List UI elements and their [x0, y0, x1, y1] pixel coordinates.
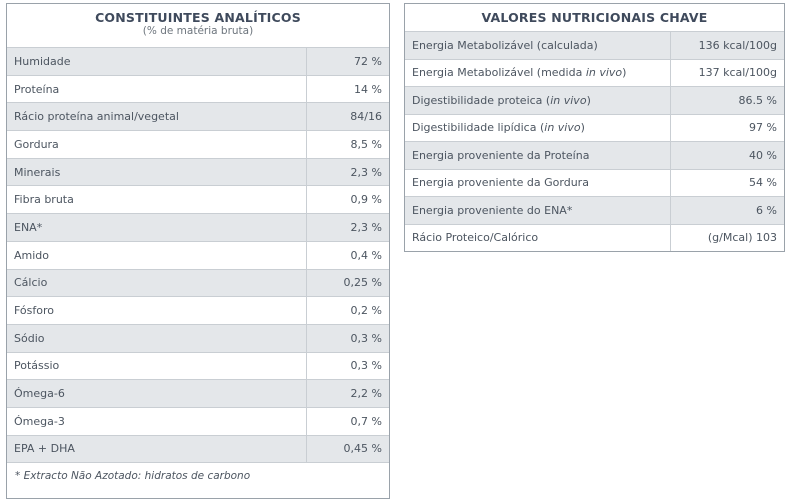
table-row: Potássio 0,3 %: [7, 351, 389, 380]
table-row: Ómega-6 2,2 %: [7, 379, 389, 408]
row-value: 8,5 %: [305, 130, 389, 159]
table-row: Rácio proteína animal/vegetal 84/16: [7, 102, 389, 131]
table-row: EPA + DHA 0,45 %: [7, 434, 389, 463]
table-row: Rácio Proteico/Calórico (g/Mcal) 103: [405, 223, 784, 251]
row-label: Energia proveniente da Proteína: [405, 141, 670, 169]
row-value: 40 %: [669, 141, 784, 169]
table-row: Proteína 14 %: [7, 74, 389, 103]
row-label: Digestibilidade proteica (in vivo): [405, 86, 670, 114]
key-nutritional-values-panel: VALORES NUTRICIONAIS CHAVE Energia Metab…: [404, 3, 785, 252]
key-nutritional-values-header: VALORES NUTRICIONAIS CHAVE: [405, 4, 784, 31]
row-value: 72 %: [305, 47, 389, 76]
table-row: Cálcio 0,25 %: [7, 268, 389, 297]
row-label: Sódio: [7, 323, 306, 353]
row-value: 136 kcal/100g: [669, 31, 784, 59]
table-row: Energia proveniente da Gordura 54 %: [405, 168, 784, 197]
label-italic: in vivo: [585, 66, 623, 80]
label-end: ): [580, 121, 585, 135]
row-value: 0,25 %: [305, 268, 389, 297]
row-label: Digestibilidade lipídica (in vivo): [405, 113, 670, 142]
table-row: Fibra bruta 0,9 %: [7, 185, 389, 214]
table-row: Energia proveniente do ENA* 6 %: [405, 196, 784, 224]
table-row: Energia proveniente da Proteína 40 %: [405, 141, 784, 169]
row-value: 14 %: [305, 74, 389, 103]
table-row: Energia Metabolizável (medida in vivo) 13…: [405, 58, 784, 87]
footnote: * Extracto Não Azotado: hidratos de carb…: [7, 462, 389, 500]
row-value: 97 %: [669, 113, 784, 142]
label-text: Energia proveniente da Proteína: [412, 148, 590, 162]
row-label: Cálcio: [7, 268, 306, 297]
row-value: 0,9 %: [305, 185, 389, 214]
row-label: Gordura: [7, 130, 306, 159]
label-text: Energia proveniente do ENA*: [412, 203, 573, 217]
table-row: Amido 0,4 %: [7, 240, 389, 269]
analytical-constituents-title: CONSTITUINTES ANALÍTICOS: [95, 10, 301, 25]
row-label: Energia Metabolizável (medida in vivo): [405, 58, 670, 87]
row-value: 2,2 %: [305, 379, 389, 408]
analytical-constituents-table: Humidade 72 % Proteína 14 % Rácio proteína…: [7, 47, 389, 463]
row-label: Fibra bruta: [7, 185, 306, 214]
row-value: 0,45 %: [305, 434, 389, 463]
label-italic: in vivo: [544, 121, 581, 135]
row-label: Proteína: [7, 74, 306, 103]
row-label: Fósforo: [7, 296, 306, 325]
label-text: Energia proveniente da Gordura: [412, 176, 589, 190]
table-row: Fósforo 0,2 %: [7, 296, 389, 325]
table-row: Energia Metabolizável (calculada) 136 kca…: [405, 31, 784, 59]
label-text: Energia Metabolizável (calculada): [412, 38, 598, 52]
row-label: Energia Metabolizável (calculada): [405, 31, 670, 59]
row-label: Potássio: [7, 351, 306, 380]
row-label: Minerais: [7, 157, 306, 186]
label-italic: in vivo: [550, 93, 587, 107]
analytical-constituents-header: CONSTITUINTES ANALÍTICOS (% de matéria b…: [7, 4, 389, 47]
key-nutritional-values-title: VALORES NUTRICIONAIS CHAVE: [481, 10, 708, 25]
label-end: ): [622, 66, 627, 80]
row-value: 86.5 %: [669, 86, 784, 114]
table-row: Minerais 2,3 %: [7, 157, 389, 186]
row-label: Ómega-3: [7, 406, 306, 436]
key-nutritional-values-table: Energia Metabolizável (calculada) 136 kca…: [405, 31, 784, 251]
row-label: Ómega-6: [7, 379, 306, 408]
row-value: 54 %: [669, 168, 784, 197]
row-label: Energia proveniente da Gordura: [405, 168, 670, 197]
table-row: Digestibilidade proteica (in vivo) 86.5 %: [405, 86, 784, 114]
row-value: 0,2 %: [305, 296, 389, 325]
row-label: Rácio proteína animal/vegetal: [7, 102, 306, 131]
label-text: Digestibilidade proteica (: [412, 93, 551, 107]
table-row: Gordura 8,5 %: [7, 130, 389, 159]
analytical-constituents-subtitle: (% de matéria bruta): [142, 25, 254, 37]
row-value: (g/Mcal) 103: [669, 223, 784, 251]
row-label: Rácio Proteico/Calórico: [405, 223, 670, 251]
row-value: 84/16: [305, 102, 389, 131]
row-value: 2,3 %: [305, 213, 389, 242]
row-label: Humidade: [7, 47, 306, 76]
row-label: Energia proveniente do ENA*: [405, 196, 670, 224]
table-row: ENA* 2,3 %: [7, 213, 389, 242]
row-value: 137 kcal/100g: [669, 58, 784, 87]
label-text: Energia Metabolizável (medida: [412, 66, 586, 80]
table-row: Sódio 0,3 %: [7, 323, 389, 353]
row-label: ENA*: [7, 213, 306, 242]
row-value: 0,3 %: [305, 323, 389, 353]
row-label: Amido: [7, 240, 306, 269]
table-row: Digestibilidade lipídica (in vivo) 97 %: [405, 113, 784, 142]
row-value: 0,3 %: [305, 351, 389, 380]
row-label: EPA + DHA: [7, 434, 306, 463]
label-text: Digestibilidade lipídica (: [412, 121, 545, 135]
label-end: ): [586, 93, 591, 107]
analytical-constituents-panel: CONSTITUINTES ANALÍTICOS (% de matéria b…: [6, 3, 390, 499]
table-row: Ómega-3 0,7 %: [7, 406, 389, 436]
label-text: Rácio Proteico/Calórico: [412, 231, 539, 245]
row-value: 6 %: [669, 196, 784, 224]
row-value: 2,3 %: [305, 157, 389, 186]
row-value: 0,4 %: [305, 240, 389, 269]
table-row: Humidade 72 %: [7, 47, 389, 76]
row-value: 0,7 %: [305, 406, 389, 436]
